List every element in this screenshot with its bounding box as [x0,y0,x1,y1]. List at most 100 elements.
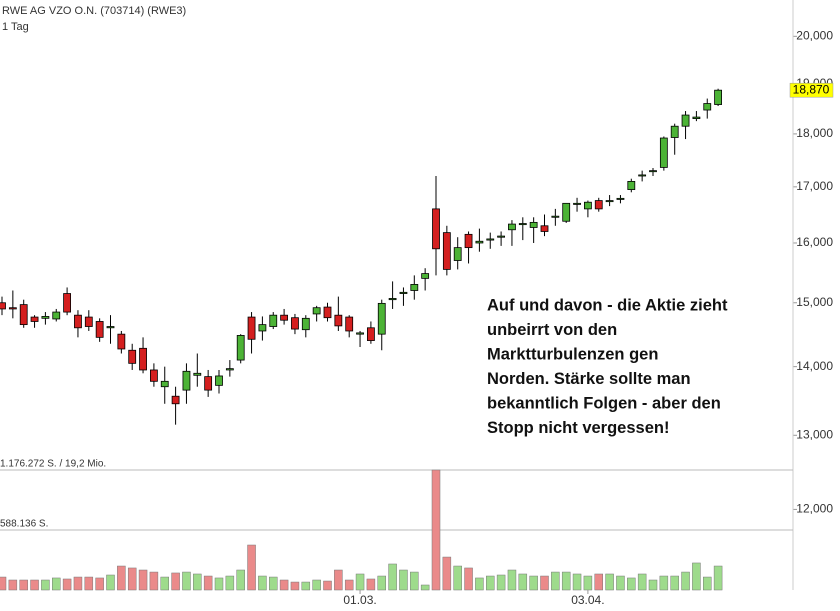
volume-bar [84,576,94,591]
volume-bar [572,573,582,591]
candle-body [280,314,289,321]
volume-bar [518,573,528,591]
candle-body [453,247,462,261]
volume-bar [583,575,593,591]
y-tick-label: 12,000 [796,502,833,516]
candle-body [215,375,223,386]
y-tick-label: 16,000 [796,235,833,249]
candle-body [464,233,473,249]
annotation-line: Marktturbulenzen gen [487,345,658,363]
candle-body [258,324,267,332]
volume-bar [561,571,571,591]
volume-bar [117,565,126,591]
x-tick-label: 01.03. [343,593,376,607]
volume-bar [258,575,267,591]
candle-body [377,302,386,335]
candle-body [703,103,712,111]
y-tick-label: 20,000 [796,28,833,42]
candle-body [41,316,50,319]
volume-bar [30,579,39,591]
candle-body [540,225,549,232]
candle-body [0,302,6,310]
candle-body [19,304,28,326]
last-price-label: 18,870 [793,82,830,96]
volume-bar [149,571,159,591]
volume-bar [269,576,278,591]
volume-bar [464,567,473,591]
volume-bar [344,579,354,591]
volume-bar [442,556,452,591]
chart-title: RWE AG VZO O.N. (703714) (RWE3) [2,5,186,17]
candle-body [182,370,191,391]
volume-bar [529,575,538,591]
annotation-line: Norden. Stärke sollte man [487,370,691,388]
volume-bar [486,575,495,591]
volume-bar [713,565,723,591]
candle-body [366,327,375,341]
volume-tick-label: 1.176.272 S. / 19,2 Mio. [0,459,106,470]
volume-bar [496,574,506,591]
candle-body [345,316,354,332]
candle-body [573,202,581,205]
volume-bar [127,567,137,591]
volume-bar [388,563,397,591]
candle-body [8,307,17,310]
y-tick-label: 13,000 [796,427,833,441]
x-tick-label: 03.04. [571,593,604,607]
volume-bar [366,578,376,591]
volume-bar [301,581,311,591]
annotation-line: Stopp nicht vergessen! [487,419,669,437]
volume-bar [138,569,148,591]
volume-bar [225,575,235,591]
candle-body [225,368,234,371]
volume-bar [637,573,647,591]
candle-body [562,202,571,222]
volume-bar [73,576,83,591]
candle-body [74,314,82,329]
chart-subtitle: 1 Tag [2,21,29,33]
volume-bar [247,544,256,591]
volume-bar [0,576,7,591]
candle-body [410,284,419,291]
volume-bar [106,574,115,591]
candle-body [692,116,701,119]
candle-body [63,293,71,313]
volume-bar [670,575,679,591]
candle-body [291,317,299,330]
volume-bar [160,576,169,591]
volume-bar [236,569,245,591]
candle-body [670,125,679,138]
volume-bar [420,584,430,591]
y-tick-label: 18,000 [796,126,833,140]
volume-bar [182,571,191,591]
candle-body [128,349,137,364]
volume-bar [627,577,636,591]
candle-body [681,114,690,127]
volume-bar [410,571,419,591]
candle-body [659,137,668,168]
volume-bar [692,562,701,591]
volume-bar [681,571,690,591]
candle-body [508,223,516,231]
volume-bar [453,565,462,591]
candle-body [356,332,364,335]
candle-body [312,307,321,315]
volume-bar [540,575,549,591]
candle-body [475,240,484,244]
candle-body [139,347,147,371]
candle-body [160,380,169,388]
candle-body [204,376,213,391]
annotation-line: Auf und davon - die Aktie zieht [487,296,728,314]
candle-body [605,200,614,203]
y-tick-label: 15,000 [796,295,833,309]
volume-bar [41,579,50,591]
candle-body [236,335,245,361]
candle-body [117,333,126,350]
volume-bar [594,573,603,591]
candle-body [193,372,202,376]
volume-bar [193,573,202,591]
y-tick-label: 17,000 [796,179,833,193]
volume-bar [8,579,18,591]
y-tick-label: 14,000 [796,359,833,373]
